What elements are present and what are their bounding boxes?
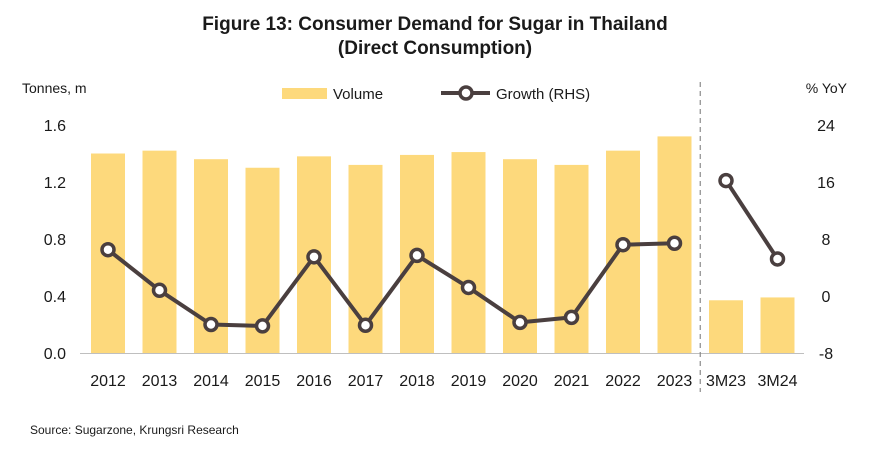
growth-point bbox=[100, 241, 116, 258]
left-tick-label: 0.0 bbox=[44, 346, 66, 363]
right-tick-label: 0 bbox=[822, 289, 831, 306]
x-axis-ticks: 2012 2013 2014 2015 2016 2017 2018 2019 2020 2021… bbox=[90, 373, 797, 390]
growth-point bbox=[357, 317, 374, 333]
growth-point bbox=[615, 236, 631, 253]
growth-point bbox=[512, 314, 528, 331]
x-tick-label: 2019 bbox=[451, 373, 487, 390]
right-tick-label: -8 bbox=[819, 346, 833, 363]
right-axis-ticks: -8 0 8 16 24 bbox=[817, 118, 835, 363]
right-tick-label: 8 bbox=[822, 232, 831, 249]
growth-point bbox=[718, 172, 734, 189]
volume-bar bbox=[451, 152, 486, 353]
right-tick-label: 16 bbox=[817, 175, 835, 192]
volume-bar bbox=[142, 150, 177, 353]
legend-growth-marker bbox=[458, 85, 474, 101]
x-tick-label: 2020 bbox=[502, 373, 538, 390]
source-note: Source: Sugarzone, Krungsri Research bbox=[30, 423, 239, 437]
growth-point bbox=[666, 235, 683, 252]
legend-growth-label: Growth (RHS) bbox=[496, 86, 590, 103]
left-tick-label: 1.2 bbox=[44, 175, 66, 192]
growth-point bbox=[203, 316, 219, 333]
growth-point bbox=[306, 249, 322, 265]
right-axis-label: % YoY bbox=[806, 80, 848, 96]
volume-bar bbox=[760, 297, 795, 353]
volume-bar bbox=[709, 300, 743, 353]
chart-title: Figure 13: Consumer Demand for Sugar in … bbox=[202, 14, 668, 35]
x-tick-label: 3M23 bbox=[706, 373, 746, 390]
x-tick-label: 2016 bbox=[296, 373, 332, 390]
growth-point bbox=[151, 282, 168, 299]
left-tick-label: 0.4 bbox=[44, 289, 66, 306]
left-axis-label: Tonnes, m bbox=[22, 80, 87, 96]
legend: Volume Growth (RHS) bbox=[282, 85, 590, 103]
volume-bars bbox=[91, 136, 795, 353]
left-tick-label: 1.6 bbox=[44, 118, 66, 135]
growth-point bbox=[409, 247, 425, 264]
left-axis-ticks: 0.0 0.4 0.8 1.2 1.6 bbox=[44, 118, 66, 363]
growth-line-series bbox=[100, 172, 786, 334]
x-tick-label: 2023 bbox=[657, 373, 693, 390]
growth-point bbox=[460, 279, 477, 296]
right-tick-label: 24 bbox=[817, 118, 835, 135]
x-tick-label: 2021 bbox=[554, 373, 590, 390]
legend-volume-label: Volume bbox=[333, 86, 383, 103]
x-tick-label: 3M24 bbox=[757, 373, 797, 390]
x-tick-label: 2012 bbox=[90, 373, 126, 390]
x-tick-label: 2018 bbox=[399, 373, 435, 390]
chart-subtitle: (Direct Consumption) bbox=[338, 38, 532, 59]
left-tick-label: 0.8 bbox=[44, 232, 66, 249]
x-tick-label: 2013 bbox=[142, 373, 178, 390]
legend-volume-swatch bbox=[282, 88, 327, 99]
growth-point bbox=[563, 309, 580, 326]
growth-line-annual bbox=[106, 241, 675, 328]
x-tick-label: 2022 bbox=[605, 373, 641, 390]
x-tick-label: 2014 bbox=[193, 373, 229, 390]
growth-point bbox=[254, 318, 271, 334]
growth-line-quarterly bbox=[724, 179, 780, 261]
growth-point bbox=[769, 251, 786, 267]
x-tick-label: 2015 bbox=[245, 373, 281, 390]
x-tick-label: 2017 bbox=[348, 373, 384, 390]
